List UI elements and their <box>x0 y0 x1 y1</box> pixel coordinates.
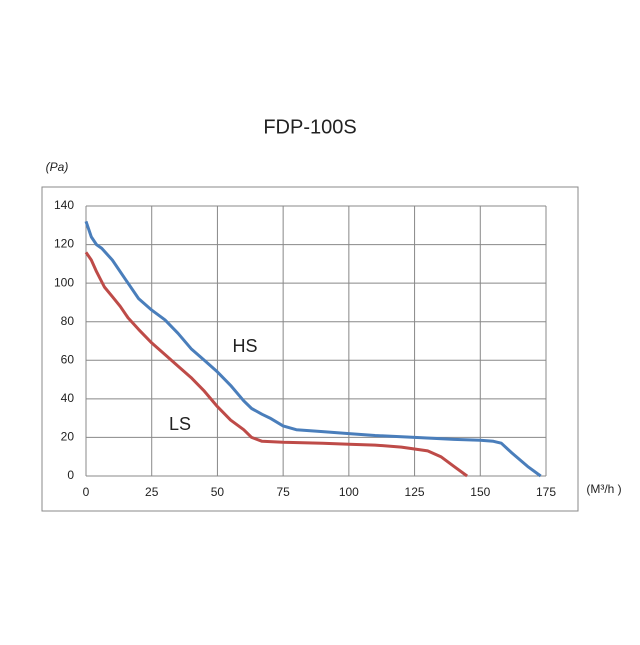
x-tick-label: 175 <box>536 485 556 499</box>
y-tick-label: 60 <box>61 352 75 366</box>
y-tick-label: 20 <box>61 430 75 444</box>
y-tick-label: 100 <box>54 275 74 289</box>
y-tick-label: 0 <box>67 468 74 482</box>
series-line <box>84 251 468 478</box>
series-label: HS <box>232 336 257 356</box>
y-tick-label: 120 <box>54 237 74 251</box>
chart-border <box>41 186 579 512</box>
y-tick-label: 80 <box>61 314 75 328</box>
x-tick-label: 25 <box>145 485 159 499</box>
chart-title: FDP-100S <box>263 116 356 138</box>
y-tick-label: 40 <box>61 391 75 405</box>
x-axis-label: (M³/h ) <box>586 482 621 496</box>
x-tick-label: 150 <box>470 485 490 499</box>
series-label: LS <box>169 414 191 434</box>
x-tick-label: 125 <box>405 485 425 499</box>
x-tick-label: 50 <box>211 485 225 499</box>
x-tick-label: 75 <box>276 485 290 499</box>
y-axis-label: (Pa) <box>46 160 69 174</box>
x-tick-label: 100 <box>339 485 359 499</box>
x-tick-label: 0 <box>83 485 90 499</box>
y-tick-label: 140 <box>54 198 74 212</box>
series-line <box>84 220 542 478</box>
